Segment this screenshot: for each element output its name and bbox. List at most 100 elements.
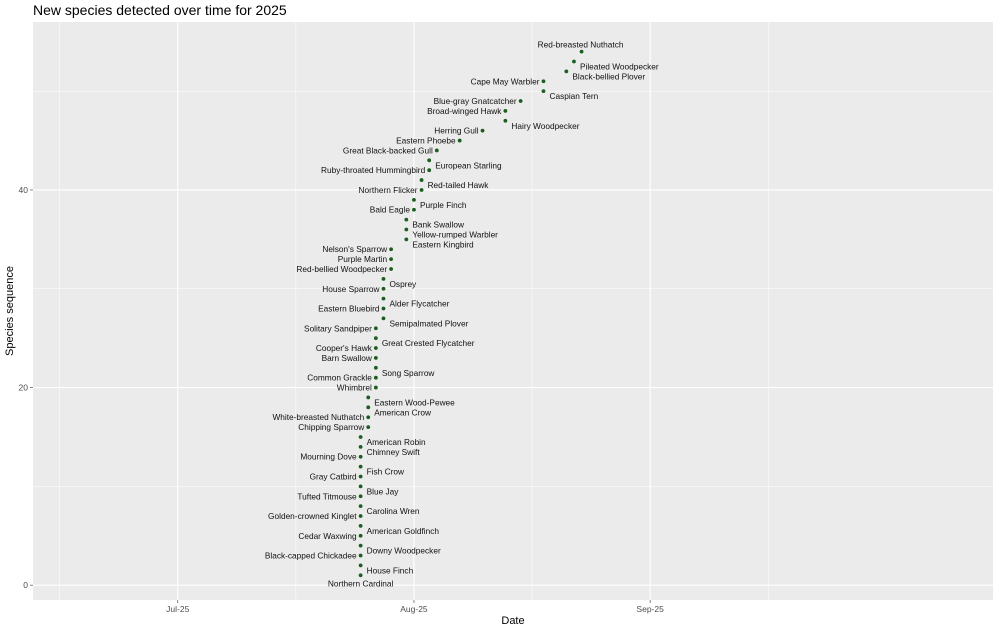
data-point	[572, 59, 576, 64]
point-label: Golden-crowned Kinglet	[268, 511, 357, 521]
point-label: Purple Finch	[420, 200, 467, 210]
point-label: Eastern Phoebe	[396, 136, 456, 146]
data-point	[373, 336, 378, 341]
minor-gridlines	[33, 22, 993, 600]
point-label: Caspian Tern	[549, 91, 598, 101]
data-point	[381, 296, 386, 301]
data-point	[358, 573, 363, 578]
point-label: Red-bellied Woodpecker	[296, 264, 387, 274]
data-point	[427, 168, 432, 173]
data-point	[412, 197, 416, 202]
point-label: Mourning Dove	[300, 452, 357, 462]
point-label: Herring Gull	[434, 126, 478, 136]
point-label: Tufted Titmouse	[297, 491, 357, 501]
point-label: Pileated Woodpecker	[580, 62, 659, 72]
data-point	[389, 267, 393, 271]
data-point	[381, 286, 386, 291]
data-point	[358, 504, 363, 509]
data-point	[358, 464, 363, 469]
point-label: Hairy Woodpecker	[511, 121, 579, 131]
data-point	[419, 178, 424, 182]
data-point	[480, 128, 485, 133]
point-label: American Robin	[367, 437, 426, 447]
point-label: Eastern Bluebird	[318, 304, 380, 314]
data-point	[389, 257, 393, 262]
data-point	[358, 474, 363, 479]
data-point	[541, 79, 546, 84]
data-point	[373, 326, 378, 331]
y-tick-label: 20	[19, 383, 29, 393]
data-point	[366, 395, 371, 400]
point-label: Eastern Wood-Pewee	[374, 397, 455, 407]
point-label: Downy Woodpecker	[367, 546, 441, 556]
y-axis: 0 20 40	[19, 185, 33, 590]
point-label: American Goldfinch	[367, 526, 440, 536]
data-point	[358, 484, 363, 489]
point-label: Fish Crow	[367, 467, 405, 477]
data-point	[366, 415, 371, 420]
x-axis: Jul-25 Aug-25 Sep-25	[166, 600, 664, 614]
x-tick-label: Aug-25	[400, 604, 428, 614]
point-labels: Northern Cardinal House Finch Black-capped…	[265, 40, 659, 589]
point-label: Black-capped Chickadee	[265, 551, 357, 561]
point-label: Northern Cardinal	[328, 578, 394, 588]
data-point	[373, 385, 378, 390]
data-point	[564, 69, 569, 74]
data-point	[358, 435, 363, 439]
point-label: Song Sparrow	[382, 368, 436, 378]
data-point	[358, 444, 363, 449]
data-point	[434, 148, 439, 153]
point-label: Nelson's Sparrow	[322, 244, 388, 254]
point-label: Eastern Kingbird	[412, 239, 474, 249]
data-point	[389, 247, 393, 252]
point-label: American Crow	[374, 407, 432, 417]
point-label: Red-tailed Hawk	[428, 180, 490, 190]
data-points	[358, 49, 584, 578]
point-label: Barn Swallow	[322, 353, 373, 363]
point-label: Blue-gray Gnatcatcher	[434, 96, 517, 106]
point-label: Common Grackle	[307, 373, 372, 383]
data-point	[404, 237, 409, 242]
y-axis-title: Species sequence	[4, 266, 16, 356]
point-label: Alder Flycatcher	[389, 299, 449, 309]
data-point	[381, 306, 386, 311]
point-label: Blue Jay	[367, 486, 400, 496]
data-point	[518, 99, 523, 103]
data-point	[412, 207, 416, 212]
point-label: House Finch	[367, 565, 414, 575]
point-label: Cedar Waxwing	[298, 531, 357, 541]
chart-title: New species detected over time for 2025	[33, 2, 287, 18]
point-label: Great Black-backed Gull	[343, 145, 433, 155]
point-label: European Starling	[435, 160, 502, 170]
data-point	[457, 138, 462, 143]
data-point	[579, 49, 584, 54]
data-point	[358, 494, 363, 499]
data-point	[503, 118, 508, 123]
point-label: Broad-winged Hawk	[427, 106, 502, 116]
point-label: House Sparrow	[322, 284, 380, 294]
data-point	[358, 563, 363, 568]
point-label: Red-breasted Nuthatch	[538, 40, 624, 50]
point-label: Great Crested Flycatcher	[382, 338, 475, 348]
data-point	[404, 217, 409, 222]
data-point	[366, 425, 371, 429]
data-point	[366, 405, 371, 410]
data-point	[358, 533, 363, 538]
x-tick-label: Jul-25	[166, 604, 189, 614]
point-label: Northern Flicker	[359, 185, 418, 195]
point-label: Cooper's Hawk	[316, 343, 373, 353]
x-axis-title: Date	[501, 615, 524, 627]
data-point	[358, 543, 363, 548]
data-point	[381, 316, 386, 321]
point-label: Carolina Wren	[367, 506, 420, 516]
data-point	[358, 553, 363, 558]
data-point	[427, 158, 432, 163]
point-label: Yellow-rumped Warbler	[412, 229, 498, 239]
data-point	[419, 188, 424, 192]
data-point	[373, 365, 378, 370]
plot-panel	[33, 22, 993, 600]
y-tick-label: 40	[19, 185, 29, 195]
data-point	[541, 89, 546, 94]
data-point	[373, 356, 378, 360]
data-point	[373, 375, 378, 380]
